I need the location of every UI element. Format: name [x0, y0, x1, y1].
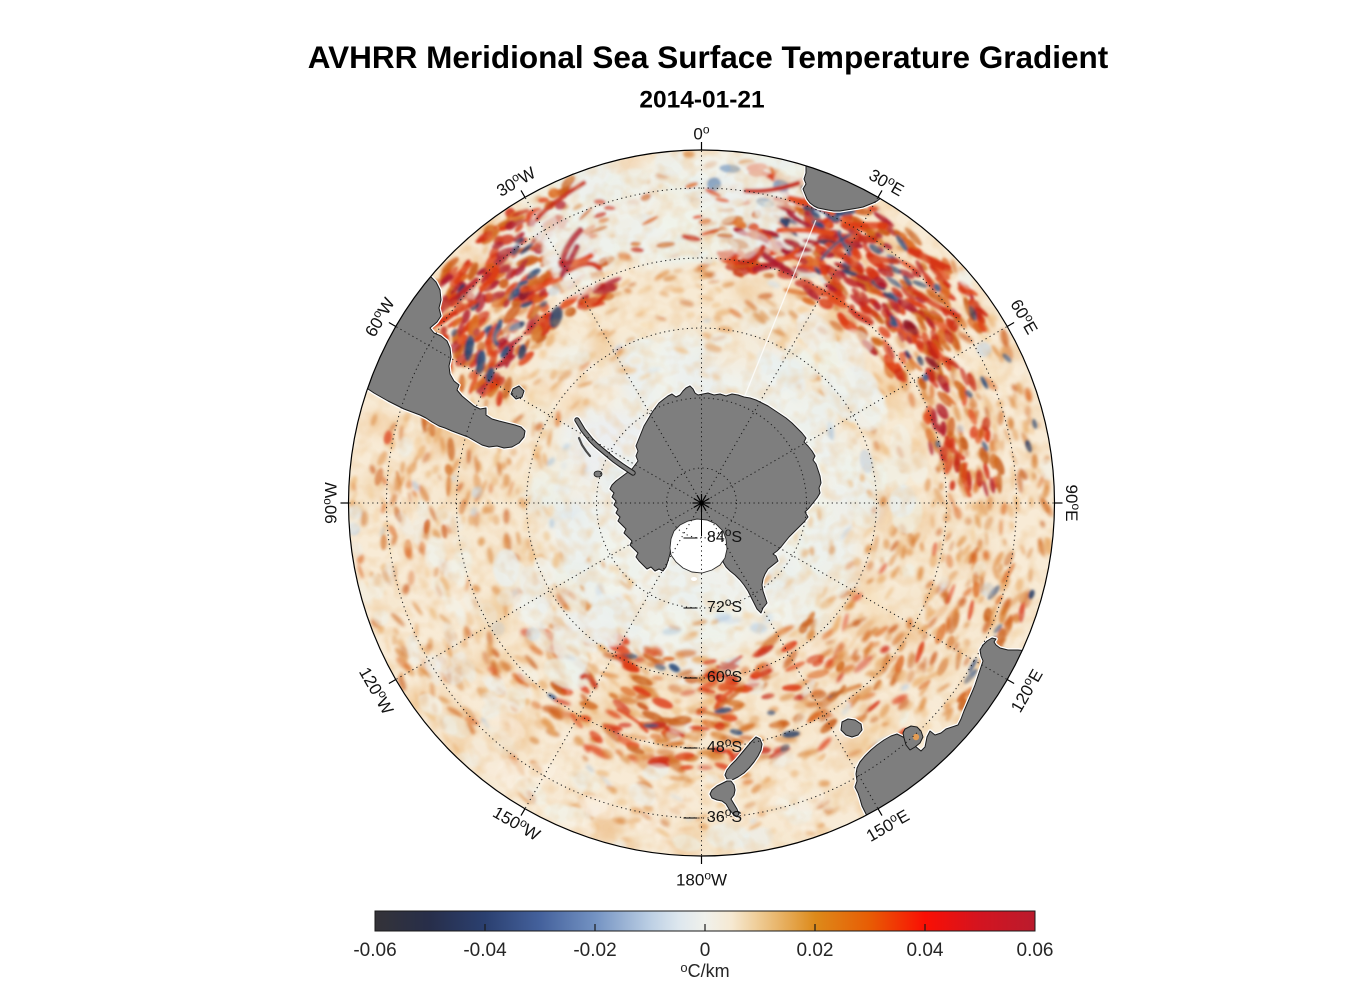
svg-text:0.06: 0.06 [1017, 940, 1054, 961]
svg-text:60oE: 60oE [1006, 295, 1043, 338]
svg-text:48oS: 48oS [707, 735, 742, 756]
svg-text:-0.06: -0.06 [353, 940, 396, 961]
svg-text:-0.02: -0.02 [573, 940, 616, 961]
svg-text:0.04: 0.04 [907, 940, 944, 961]
svg-text:180oW: 180oW [676, 868, 727, 889]
svg-text:90oE: 90oE [1062, 485, 1083, 522]
svg-text:90oW: 90oW [319, 482, 340, 524]
svg-text:2014-01-21: 2014-01-21 [639, 87, 764, 114]
svg-text:0.02: 0.02 [797, 940, 834, 961]
svg-text:0: 0 [700, 940, 711, 961]
svg-text:60oS: 60oS [707, 665, 742, 686]
svg-text:36oS: 36oS [707, 805, 742, 826]
svg-text:84oS: 84oS [707, 525, 742, 546]
svg-text:oC/km: oC/km [680, 960, 729, 981]
svg-text:AVHRR Meridional Sea Surface T: AVHRR Meridional Sea Surface Temperature… [308, 39, 1109, 75]
svg-text:72oS: 72oS [707, 595, 742, 616]
svg-text:-0.04: -0.04 [463, 940, 507, 961]
svg-text:0o: 0o [693, 122, 709, 143]
